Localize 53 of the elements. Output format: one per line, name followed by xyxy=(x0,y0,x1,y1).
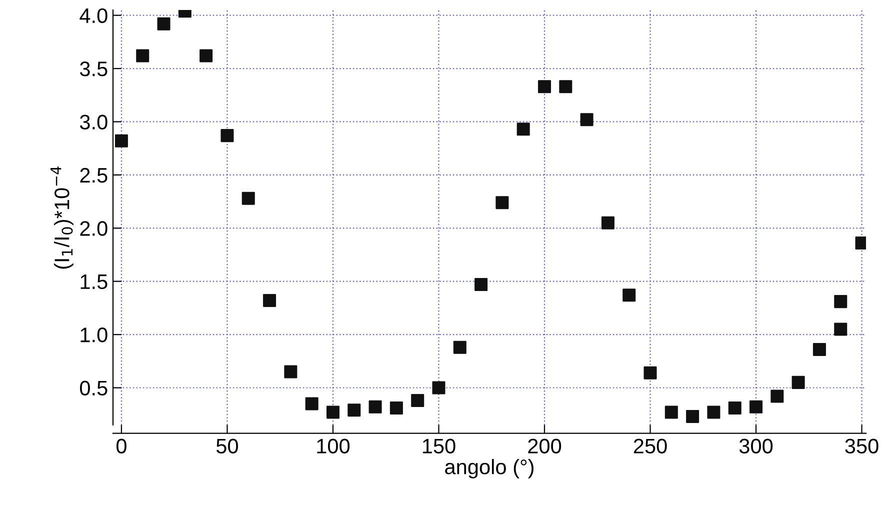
x-tick-label: 300 xyxy=(739,438,773,454)
point xyxy=(326,406,340,419)
point xyxy=(368,400,382,414)
point xyxy=(432,381,446,394)
x-tick-label: 200 xyxy=(528,438,562,454)
point xyxy=(496,196,509,210)
point xyxy=(516,122,530,136)
point xyxy=(284,365,298,378)
point xyxy=(136,49,150,62)
y-tick-label: 2.0 xyxy=(80,221,108,236)
y-tick-label: 1.0 xyxy=(80,328,108,342)
point xyxy=(220,129,234,142)
point xyxy=(792,376,805,389)
y-tick-label: 4.0 xyxy=(80,8,108,24)
point xyxy=(263,294,276,308)
x-tick-label: 250 xyxy=(634,438,667,454)
point xyxy=(348,404,361,417)
point xyxy=(728,401,742,414)
point xyxy=(559,80,572,94)
point xyxy=(474,278,488,292)
point xyxy=(580,113,594,126)
point xyxy=(644,366,657,380)
point xyxy=(157,17,170,30)
point xyxy=(686,410,700,423)
x-tick-label: 0 xyxy=(116,438,126,454)
point xyxy=(200,49,213,62)
x-tick-label: 100 xyxy=(317,438,350,454)
x-tick-label: 150 xyxy=(422,438,456,454)
point xyxy=(622,288,636,302)
point xyxy=(834,295,848,308)
point xyxy=(114,134,128,148)
point xyxy=(242,192,255,205)
point xyxy=(834,322,848,336)
point xyxy=(664,406,678,419)
point xyxy=(305,397,318,410)
x-tick-label: 50 xyxy=(216,438,238,454)
point xyxy=(390,401,403,414)
y-tick-label: 2.5 xyxy=(80,168,108,183)
x-tick-label: 350 xyxy=(845,438,878,454)
point xyxy=(601,216,614,230)
y-tick-label: 3.5 xyxy=(80,62,108,76)
y-tick-label: 3.0 xyxy=(80,114,108,130)
x-axis-title: angolo (°) xyxy=(445,459,534,478)
point xyxy=(411,394,424,408)
point xyxy=(538,80,551,94)
point xyxy=(707,406,720,419)
point xyxy=(750,400,763,414)
y-tick-label: 0.5 xyxy=(80,380,108,396)
point xyxy=(770,390,784,403)
y-tick-label: 1.5 xyxy=(80,274,108,290)
point xyxy=(812,342,826,356)
point xyxy=(453,340,466,354)
y-axis-title: (I$_{1}$/I$_{0}$)*10$^{−4}$ xyxy=(50,166,74,269)
